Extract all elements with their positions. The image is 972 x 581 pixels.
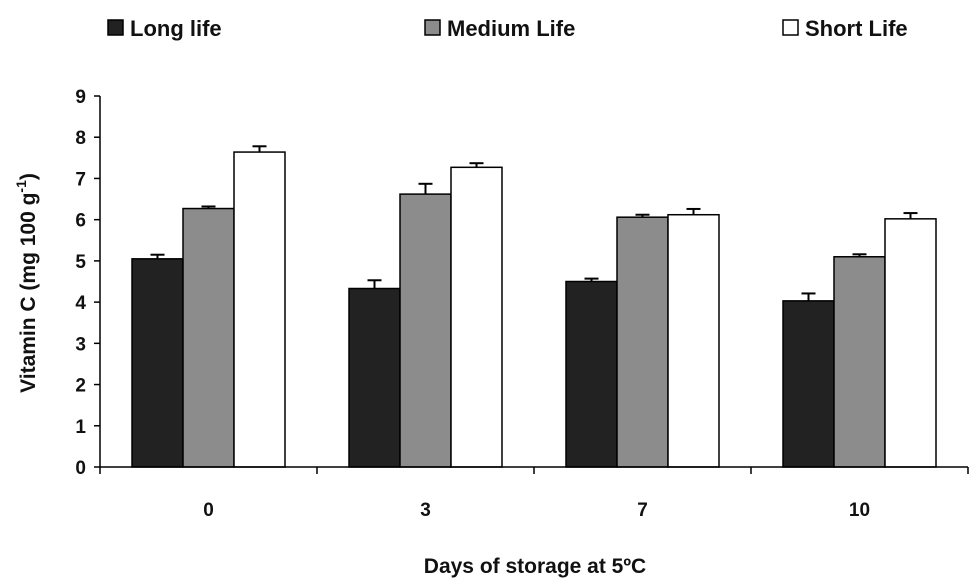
bar-long-life (565, 280, 618, 468)
y-tick-label: 0 (75, 458, 86, 479)
bar-medium-life (833, 256, 886, 468)
y-axis-title-close: ) (17, 173, 40, 180)
bar-medium-life (399, 193, 452, 468)
legend-swatch (107, 19, 124, 36)
bar-long-life (348, 287, 401, 468)
legend-swatch (424, 19, 441, 36)
x-axis: 0 3 7 10 (99, 466, 969, 521)
x-tick-label: 7 (637, 500, 648, 521)
bar-short-life (450, 166, 503, 468)
legend-swatch (782, 19, 799, 36)
y-tick-label: 5 (75, 252, 86, 273)
x-tick-label: 0 (203, 500, 214, 521)
y-tick-label: 8 (75, 128, 86, 149)
y-axis-title: Vitamin C (mg 100 g-1) (13, 173, 40, 393)
y-axis-title-main: Vitamin C (mg 100 g (17, 193, 40, 393)
y-axis-title-superscript: -1 (13, 180, 29, 193)
x-axis-title: Days of storage at 5ºC (424, 555, 646, 578)
plot-area (131, 145, 937, 468)
bar-long-life (782, 300, 835, 468)
legend-label: Long life (130, 16, 222, 41)
y-tick-label: 9 (75, 87, 86, 108)
bar-medium-life (182, 207, 235, 468)
y-tick-label: 2 (75, 376, 86, 397)
y-tick-label: 1 (75, 417, 86, 438)
bar-medium-life (616, 216, 669, 468)
y-tick-label: 4 (75, 293, 86, 314)
legend-label: Short Life (805, 16, 908, 41)
x-tick-label: 3 (420, 500, 431, 521)
bar-short-life (884, 218, 937, 468)
legend-label: Medium Life (447, 16, 575, 41)
bar-long-life (131, 258, 184, 468)
bar-short-life (667, 213, 720, 468)
x-tick-label: 10 (849, 500, 870, 521)
y-tick-label: 3 (75, 334, 86, 355)
bar-short-life (233, 151, 286, 468)
y-tick-label: 6 (75, 211, 86, 232)
legend: Long life Medium Life Short Life (107, 16, 908, 41)
y-axis: 0 1 2 3 4 5 6 7 8 9 (75, 87, 101, 479)
y-tick-label: 7 (75, 169, 86, 190)
